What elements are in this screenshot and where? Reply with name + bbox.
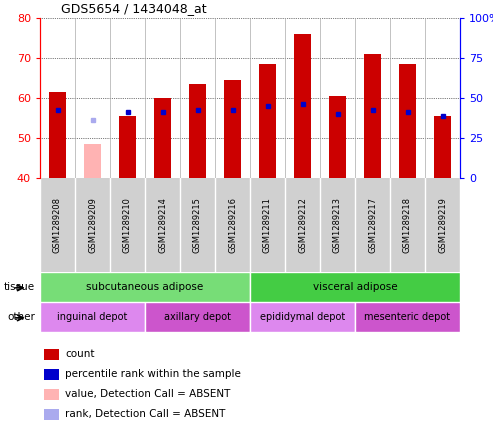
- Text: GSM1289213: GSM1289213: [333, 197, 342, 253]
- Bar: [364, 54, 381, 178]
- Text: GSM1289209: GSM1289209: [88, 197, 97, 253]
- Text: GSM1289216: GSM1289216: [228, 197, 237, 253]
- Text: rank, Detection Call = ABSENT: rank, Detection Call = ABSENT: [65, 409, 226, 419]
- Bar: [259, 64, 276, 178]
- Text: GSM1289214: GSM1289214: [158, 197, 167, 253]
- Bar: [399, 64, 416, 178]
- Bar: [119, 116, 136, 178]
- Bar: [44, 369, 59, 380]
- Bar: [224, 80, 241, 178]
- Bar: [329, 96, 346, 178]
- Bar: [40, 302, 145, 332]
- Text: inguinal depot: inguinal depot: [57, 312, 128, 322]
- Bar: [40, 272, 250, 302]
- Text: axillary depot: axillary depot: [164, 312, 231, 322]
- Bar: [154, 98, 171, 178]
- Text: GSM1289217: GSM1289217: [368, 197, 377, 253]
- Text: GSM1289215: GSM1289215: [193, 197, 202, 253]
- Bar: [250, 302, 355, 332]
- Text: subcutaneous adipose: subcutaneous adipose: [86, 282, 204, 292]
- Text: GSM1289211: GSM1289211: [263, 197, 272, 253]
- Text: GSM1289218: GSM1289218: [403, 197, 412, 253]
- Bar: [434, 116, 451, 178]
- Bar: [49, 92, 66, 178]
- Bar: [84, 144, 101, 178]
- Bar: [355, 302, 460, 332]
- Text: GSM1289219: GSM1289219: [438, 197, 447, 253]
- Bar: [44, 389, 59, 400]
- Bar: [189, 84, 206, 178]
- Text: value, Detection Call = ABSENT: value, Detection Call = ABSENT: [65, 390, 231, 399]
- Bar: [250, 272, 460, 302]
- Text: epididymal depot: epididymal depot: [260, 312, 345, 322]
- Bar: [44, 349, 59, 360]
- Text: percentile rank within the sample: percentile rank within the sample: [65, 369, 241, 379]
- Text: mesenteric depot: mesenteric depot: [364, 312, 451, 322]
- Bar: [44, 409, 59, 420]
- Bar: [145, 302, 250, 332]
- Text: other: other: [7, 312, 35, 322]
- Text: GSM1289208: GSM1289208: [53, 197, 62, 253]
- Text: tissue: tissue: [4, 282, 35, 292]
- Text: count: count: [65, 349, 95, 360]
- Text: GDS5654 / 1434048_at: GDS5654 / 1434048_at: [61, 3, 207, 16]
- Text: GSM1289210: GSM1289210: [123, 197, 132, 253]
- Bar: [294, 34, 311, 178]
- Text: GSM1289212: GSM1289212: [298, 197, 307, 253]
- Text: visceral adipose: visceral adipose: [313, 282, 397, 292]
